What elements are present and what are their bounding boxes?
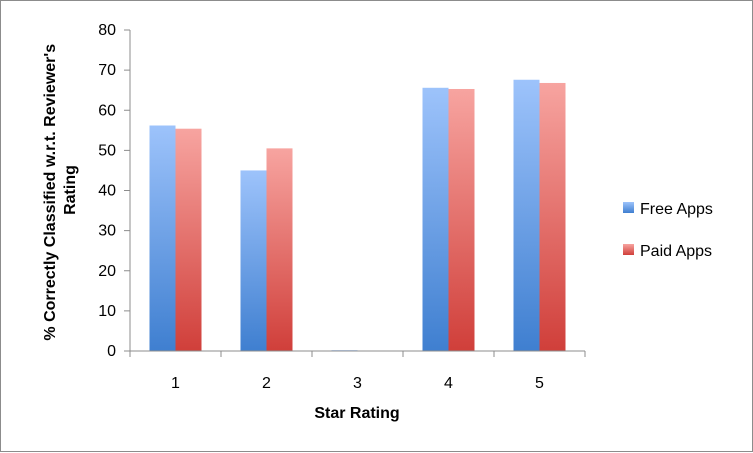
x-tick-label: 3 <box>353 375 362 392</box>
x-tick-labels: 1 2 3 4 5 <box>171 375 544 392</box>
y-tick-label: 80 <box>98 22 116 39</box>
y-tick-label: 50 <box>98 142 116 159</box>
bar-free-apps-5 <box>513 79 540 351</box>
bar-free-apps-2 <box>240 170 267 351</box>
bar-paid-apps-2 <box>266 148 293 351</box>
y-axis-title-line-2: Rating <box>62 165 79 215</box>
bar-paid-apps-4 <box>448 88 475 351</box>
legend-label-paid-apps: Paid Apps <box>640 243 712 260</box>
x-axis-title: Star Rating <box>314 405 399 422</box>
y-tick-labels: 0 10 20 30 40 50 60 70 80 <box>98 22 116 360</box>
bar-paid-apps-1 <box>175 128 202 351</box>
y-axis-title-line-1: % Correctly Classified w.r.t. Reviewer's <box>42 44 59 341</box>
bar-paid-apps-5 <box>539 82 566 351</box>
legend-swatch-free-apps <box>623 202 634 213</box>
legend: Free Apps Paid Apps <box>623 201 713 260</box>
bar-free-apps-1 <box>149 125 176 351</box>
legend-label-free-apps: Free Apps <box>640 201 713 218</box>
x-axis <box>129 350 586 357</box>
x-tick-label: 4 <box>444 375 453 392</box>
x-tick-label: 5 <box>535 375 544 392</box>
x-tick-label: 1 <box>171 375 180 392</box>
y-tick-label: 0 <box>107 343 116 360</box>
y-tick-label: 70 <box>98 62 116 79</box>
y-tick-label: 30 <box>98 223 116 240</box>
y-tick-label: 20 <box>98 263 116 280</box>
y-tick-label: 10 <box>98 303 116 320</box>
y-tick-label: 40 <box>98 183 116 200</box>
y-axis-title: % Correctly Classified w.r.t. Reviewer's… <box>42 39 79 340</box>
bar-free-apps-4 <box>422 87 449 351</box>
y-tick-label: 60 <box>98 102 116 119</box>
x-tick-label: 2 <box>262 375 271 392</box>
y-axis <box>124 29 131 352</box>
legend-swatch-paid-apps <box>623 244 634 255</box>
bars-group <box>149 79 566 351</box>
